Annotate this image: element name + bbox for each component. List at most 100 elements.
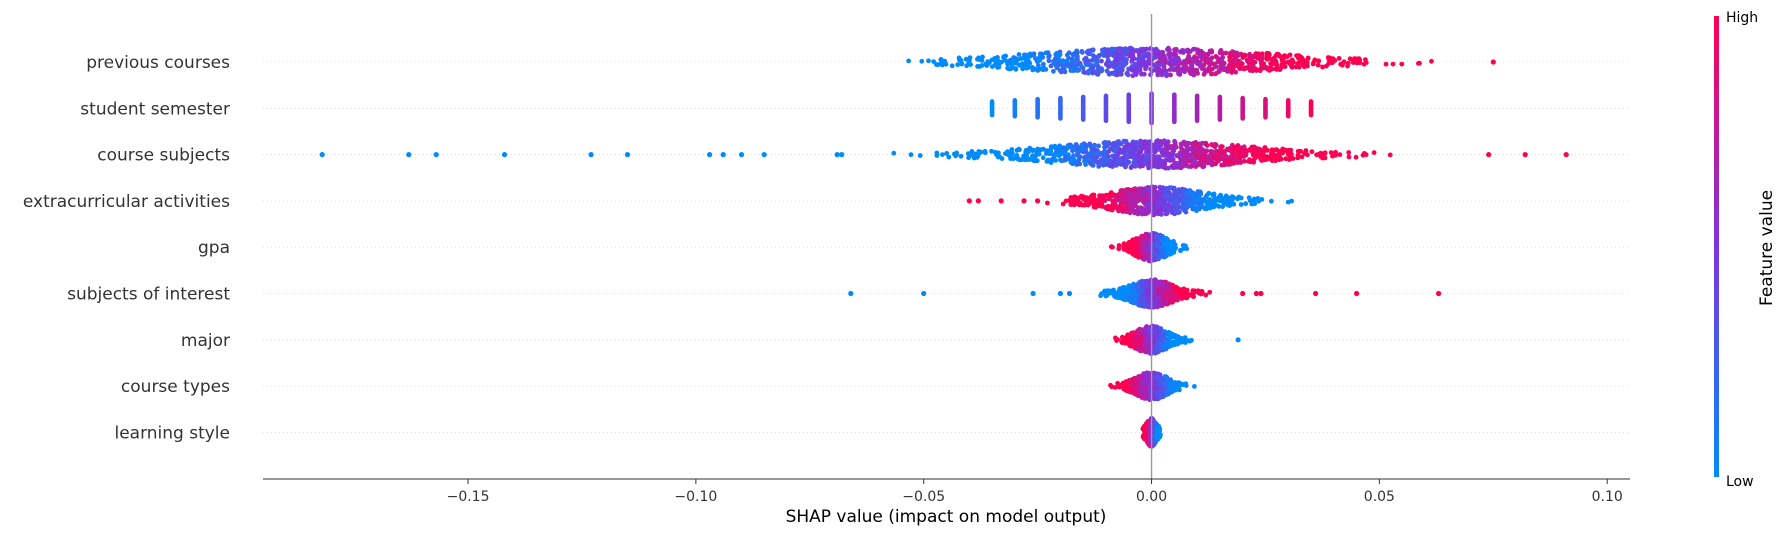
data-point	[1229, 194, 1235, 200]
data-point	[1040, 146, 1046, 152]
data-point	[1315, 62, 1321, 68]
data-point	[1142, 140, 1148, 146]
data-point	[1127, 53, 1133, 59]
data-point	[1182, 336, 1187, 342]
data-point	[1111, 71, 1117, 77]
data-point	[1096, 164, 1102, 169]
data-point	[1139, 211, 1145, 217]
data-point	[1174, 338, 1180, 343]
data-point	[1160, 333, 1166, 339]
data-point	[1202, 150, 1208, 156]
data-point-outlier	[1486, 152, 1492, 158]
data-point	[1048, 63, 1054, 69]
data-point	[1152, 47, 1157, 53]
data-point	[1204, 59, 1210, 64]
data-point	[1247, 157, 1252, 163]
data-point-outlier	[501, 152, 508, 158]
data-point	[1243, 152, 1249, 158]
data-point	[1153, 291, 1159, 296]
data-point	[1161, 163, 1167, 169]
data-point	[1282, 53, 1287, 59]
data-point	[1244, 57, 1250, 63]
data-point	[1063, 155, 1068, 160]
data-point	[1243, 147, 1248, 153]
data-point	[1260, 56, 1265, 62]
data-point	[1140, 426, 1146, 432]
data-point-outlier	[588, 152, 594, 158]
data-point	[1346, 150, 1352, 155]
data-point	[1174, 153, 1180, 159]
data-point	[1010, 151, 1015, 156]
data-point	[1036, 151, 1041, 156]
data-point	[1164, 211, 1170, 217]
data-point	[1171, 67, 1177, 73]
data-point	[1148, 66, 1154, 72]
data-point	[919, 58, 925, 64]
data-point	[1227, 54, 1232, 60]
data-point	[1030, 67, 1036, 73]
data-point	[1299, 154, 1305, 160]
data-point	[1155, 160, 1160, 166]
data-point	[964, 63, 969, 69]
x-tick-label: −0.05	[902, 489, 945, 505]
data-point	[1303, 148, 1309, 154]
data-point	[1197, 50, 1203, 55]
data-point-outlier	[998, 198, 1004, 204]
data-point	[1144, 209, 1149, 215]
data-point	[1198, 190, 1203, 196]
data-point	[1090, 70, 1096, 76]
data-point	[1134, 141, 1140, 147]
data-point	[1217, 68, 1222, 74]
data-point	[1337, 152, 1343, 158]
data-point	[1093, 147, 1098, 153]
feature-row-points	[906, 45, 1496, 79]
data-point	[1316, 58, 1322, 64]
data-point	[1095, 59, 1100, 65]
data-point	[934, 153, 940, 158]
data-point	[1273, 66, 1279, 72]
data-point	[1150, 280, 1155, 286]
data-point	[1123, 48, 1128, 54]
data-point	[1098, 151, 1103, 157]
data-point	[1172, 165, 1177, 171]
data-point-outlier	[921, 290, 927, 297]
data-point	[1131, 151, 1137, 157]
data-point	[1133, 248, 1138, 254]
data-point	[1164, 186, 1170, 191]
data-point	[1115, 153, 1120, 159]
data-point	[1021, 153, 1026, 159]
data-point	[1229, 66, 1235, 72]
data-point	[1191, 71, 1197, 77]
data-point	[1217, 198, 1223, 204]
data-point-outlier	[1253, 290, 1259, 297]
data-point	[1222, 148, 1228, 154]
data-point	[1118, 60, 1124, 65]
data-point	[1112, 385, 1118, 390]
data-point	[1069, 158, 1075, 163]
data-point	[1116, 246, 1122, 252]
data-point	[1056, 146, 1061, 152]
data-point	[1166, 386, 1172, 392]
data-point	[1098, 293, 1103, 299]
data-point	[1193, 288, 1199, 294]
data-point	[1166, 47, 1172, 53]
data-point	[1252, 201, 1258, 207]
data-point	[1155, 154, 1160, 160]
data-point	[943, 61, 949, 67]
data-point	[944, 151, 950, 156]
data-point	[1113, 335, 1118, 341]
data-point	[1117, 293, 1123, 298]
data-point	[980, 54, 985, 60]
data-point	[1164, 193, 1170, 198]
data-point	[1119, 203, 1124, 209]
data-point	[1132, 61, 1138, 67]
data-point	[1190, 203, 1196, 209]
data-point	[1086, 201, 1092, 207]
data-point	[1011, 55, 1017, 60]
data-point	[1009, 62, 1015, 68]
data-point	[1279, 58, 1285, 63]
data-point	[1282, 64, 1288, 69]
data-point	[975, 64, 980, 69]
data-point	[1129, 49, 1135, 54]
data-point	[1151, 62, 1157, 68]
